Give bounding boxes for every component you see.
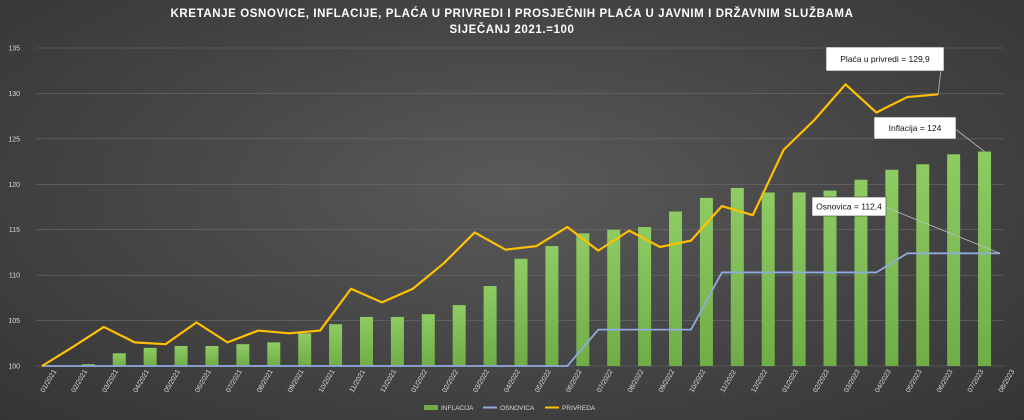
inflacija-bar [483, 286, 497, 366]
x-tick-label: 06/2022 [565, 368, 584, 394]
x-tick-label: 05/2021 [163, 368, 182, 394]
y-tick-label: 130 [8, 91, 20, 98]
x-tick-label: 06/2023 [936, 368, 955, 394]
inflacija-bar [452, 305, 466, 366]
y-tick-label: 135 [8, 46, 20, 53]
x-tick-label: 03/2022 [472, 368, 491, 394]
inflacija-bar [298, 333, 312, 366]
inflacija-bar [638, 226, 652, 366]
inflacija-bar [885, 169, 899, 366]
x-tick-label: 07/2021 [225, 368, 244, 394]
x-tick-label: 09/2022 [658, 368, 677, 394]
inflacija-bar [236, 344, 250, 366]
privreda-line [41, 83, 939, 367]
x-tick-label: 08/2022 [627, 368, 646, 394]
callout-box [873, 116, 957, 140]
inflacija-bar [514, 258, 528, 366]
x-tick-label: 04/2023 [874, 368, 893, 394]
x-tick-label: 12/2022 [750, 368, 769, 394]
x-tick-label: 11/2021 [349, 369, 368, 394]
inflacija-bar [545, 246, 559, 366]
legend: INFLACIJA OSNOVICA PRIVREDA [424, 405, 596, 412]
x-tick-label: 03/2023 [843, 368, 862, 394]
y-tick-label: 105 [8, 318, 20, 325]
x-tick-label: 06/2021 [194, 368, 213, 394]
x-axis-ticks: 01/2021 02/2021 03/2021 04/2021 05/2021 06/20… [40, 368, 1017, 394]
inflacija-bar [112, 353, 126, 366]
inflacija-bar [823, 190, 837, 366]
x-tick-label: 07/2022 [596, 368, 615, 394]
callout-leader [883, 206, 1001, 254]
y-tick-label: 100 [8, 364, 20, 371]
inflacija-bar [978, 151, 992, 366]
chart-title: KRETANJE OSNOVICE, INFLACIJE, PLAĆA U PR… [171, 7, 854, 20]
x-tick-label: 01/2022 [411, 368, 430, 394]
callouts: Plaća u privredi = 129,9 Inflacija = 124 O… [811, 46, 1001, 254]
x-tick-label: 08/2021 [256, 368, 275, 394]
y-axis-ticks: 100 105 110 115 120 125 130 135 [8, 46, 20, 371]
chart-subtitle: SIJEČANJ 2021.=100 [450, 23, 575, 36]
x-tick-label: 04/2022 [503, 368, 522, 394]
inflacija-bar [607, 229, 621, 366]
inflacija-bar [81, 364, 95, 366]
legend-label: PRIVREDA [562, 405, 596, 412]
inflacija-bar [390, 316, 404, 366]
osnovica-line [42, 252, 1000, 367]
x-tick-label: 05/2022 [534, 368, 553, 394]
inflacija-bar [792, 192, 806, 366]
callout-label: Plaća u privredi = 129,9 [840, 54, 930, 64]
inflacija-bar [916, 164, 930, 366]
x-tick-label: 10/2022 [689, 368, 708, 394]
inflacija-bar [329, 324, 343, 366]
inflacija-bar [267, 342, 281, 366]
x-tick-label: 11/2022 [720, 369, 739, 394]
legend-swatch [424, 405, 438, 410]
y-tick-label: 115 [9, 227, 20, 234]
x-tick-label: 02/2021 [71, 368, 90, 394]
inflacija-bar [205, 346, 219, 366]
x-tick-label: 02/2023 [812, 368, 831, 394]
inflacija-bar [421, 314, 435, 366]
inflacija-bar [174, 346, 188, 366]
x-tick-label: 07/2023 [967, 368, 986, 394]
x-tick-label: 01/2023 [781, 368, 800, 394]
bar-series [81, 151, 992, 366]
inflacija-bar [730, 187, 744, 366]
inflacija-bar [669, 211, 683, 366]
legend-label: OSNOVICA [500, 405, 535, 412]
callout-box [825, 46, 945, 72]
callout-label: Inflacija = 124 [889, 123, 942, 133]
callout-label: Osnovica = 112,4 [816, 202, 882, 212]
inflacija-bar [761, 192, 775, 366]
x-tick-label: 12/2021 [380, 368, 399, 394]
x-tick-label: 09/2021 [287, 368, 306, 394]
x-tick-label: 10/2021 [318, 368, 337, 394]
callout-leader [953, 127, 985, 152]
inflacija-bar [699, 197, 713, 366]
y-tick-label: 110 [9, 273, 20, 280]
x-tick-label: 02/2022 [441, 368, 460, 394]
x-tick-label: 08/2023 [998, 368, 1017, 394]
legend-label: INFLACIJA [441, 405, 474, 412]
line-series [41, 83, 1000, 367]
inflacija-bar [947, 154, 961, 366]
x-tick-label: 03/2021 [101, 368, 120, 394]
x-tick-label: 05/2023 [905, 368, 924, 394]
inflacija-bar [576, 233, 590, 366]
inflacija-bar [143, 347, 157, 366]
x-tick-label: 04/2021 [132, 368, 151, 394]
y-tick-label: 120 [8, 182, 20, 189]
callout-box [811, 196, 887, 217]
y-tick-label: 125 [8, 136, 20, 143]
x-tick-label: 01/2021 [40, 368, 59, 394]
inflacija-bar [359, 316, 373, 366]
